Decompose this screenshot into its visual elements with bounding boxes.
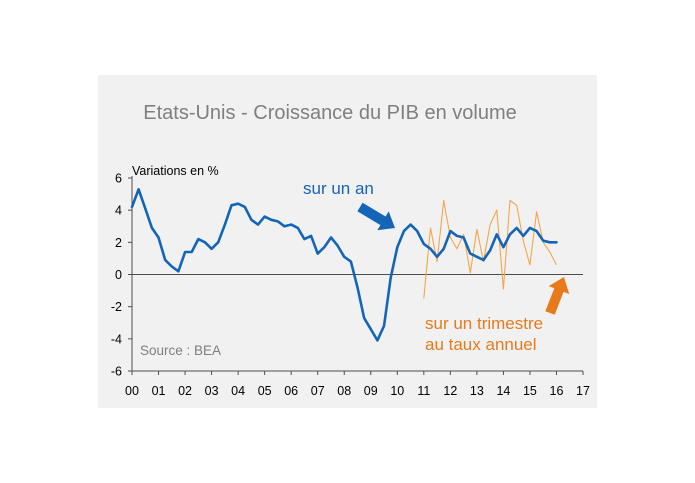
x-tick-label: 15: [523, 384, 537, 398]
y-tick-label: 4: [115, 204, 122, 218]
y-tick-label: -2: [111, 300, 122, 314]
x-tick-label: 04: [231, 384, 245, 398]
quarterly-series-annotation: sur un trimestre au taux annuel: [425, 314, 543, 354]
x-tick-label: 07: [311, 384, 325, 398]
series-line-annual: [130, 188, 558, 342]
y-tick-label: -4: [111, 332, 122, 346]
y-axis-label: Variations en %: [132, 164, 219, 178]
y-tick-label: 6: [115, 172, 122, 186]
x-tick-label: 05: [258, 384, 272, 398]
y-tick-label: -6: [111, 365, 122, 379]
x-tick-label: 06: [284, 384, 298, 398]
annual-series-annotation: sur un an: [303, 179, 374, 198]
x-tick-label: 17: [576, 384, 590, 398]
x-tick-label: 08: [337, 384, 351, 398]
x-tick-label: 10: [390, 384, 404, 398]
x-tick-label: 11: [417, 384, 430, 398]
source-note: Source : BEA: [140, 343, 221, 358]
x-tick-label: 14: [496, 384, 510, 398]
y-tick-label: 0: [115, 268, 122, 282]
x-tick-labels: 00 01 02 03 04 05 06 07 08 09 10 11 12 13 14 15 16 17: [125, 371, 590, 398]
chart-svg: Etats-Unis - Croissance du PIB en volume…: [111, 102, 590, 398]
x-tick-label: 13: [470, 384, 484, 398]
y-tick-label: 2: [115, 236, 122, 250]
x-tick-label: 12: [443, 384, 457, 398]
x-tick-label: 16: [550, 384, 564, 398]
annotation-arrows: [357, 202, 570, 315]
series-layer: [130, 188, 558, 342]
x-tick-label: 01: [152, 384, 166, 398]
x-tick-label: 09: [364, 384, 378, 398]
chart-panel: Etats-Unis - Croissance du PIB en volume…: [98, 75, 597, 408]
chart-title: Etats-Unis - Croissance du PIB en volume: [143, 102, 517, 124]
quarterly-annotation-line-2: au taux annuel: [425, 335, 537, 354]
x-tick-label: 03: [205, 384, 219, 398]
arrow-annual: [357, 202, 395, 231]
quarterly-annotation-line-1: sur un trimestre: [425, 314, 543, 333]
x-tick-label: 00: [125, 384, 139, 398]
y-tick-labels: 6 4 2 0 -2 -4 -6: [111, 172, 132, 379]
x-tick-label: 02: [178, 384, 192, 398]
arrow-quarterly: [545, 277, 570, 315]
